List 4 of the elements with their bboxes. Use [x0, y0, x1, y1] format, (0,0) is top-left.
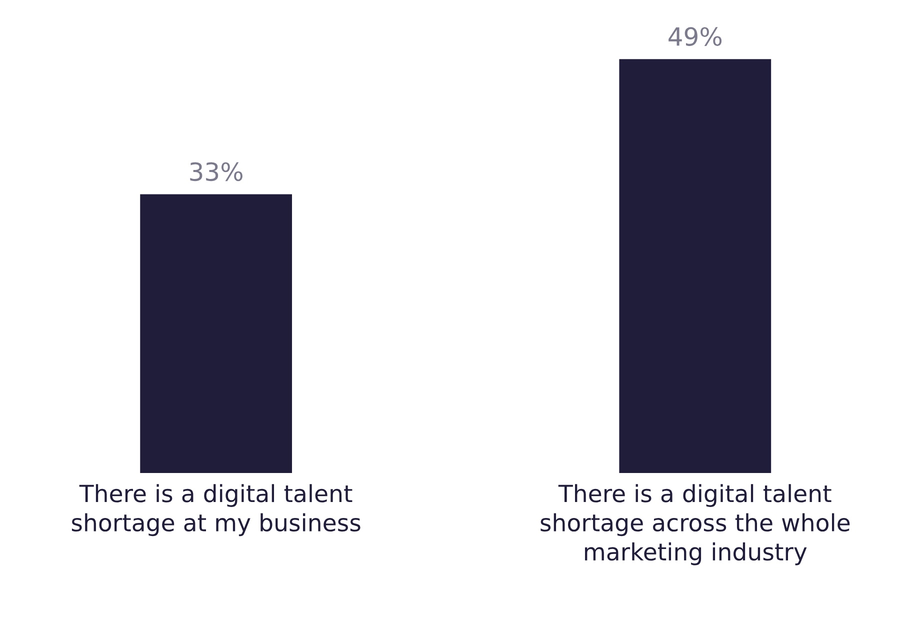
data-label: 33% — [190, 162, 242, 182]
data-label: 49% — [668, 27, 722, 46]
x-tick-label: There is a digital talent shortage across the whole marketing industry — [540, 484, 850, 566]
x-tick-label: There is a digital talent shortage at my business — [72, 484, 360, 536]
